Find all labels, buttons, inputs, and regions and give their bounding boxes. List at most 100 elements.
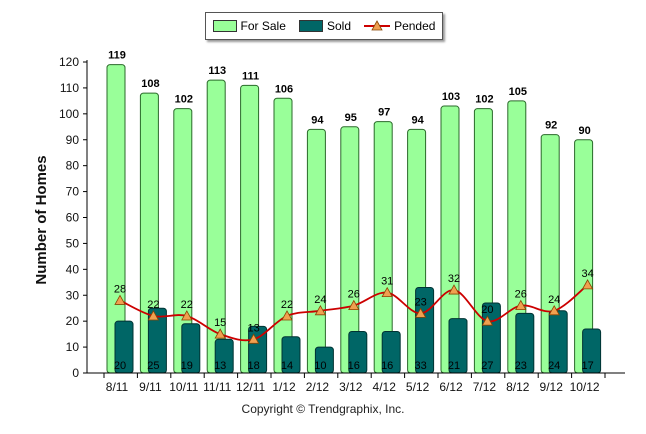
x-axis: 8/11 9/11 10/11 11/11 12/11 1/12 2/12 3/12 4/12 5… bbox=[103, 373, 606, 394]
sold-value-label: 20 bbox=[114, 360, 126, 372]
pended-series bbox=[114, 279, 594, 344]
pended-point bbox=[381, 286, 393, 298]
pended-value-label: 32 bbox=[448, 273, 460, 285]
for-sale-value-label: 102 bbox=[175, 94, 193, 106]
y-tick-label: 90 bbox=[66, 133, 80, 147]
sold-value-label: 18 bbox=[247, 360, 259, 372]
sold-value-label: 10 bbox=[314, 360, 326, 372]
sold-value-label: 33 bbox=[414, 360, 426, 372]
for-sale-bar bbox=[306, 128, 326, 374]
sold-value-label: 24 bbox=[548, 360, 560, 372]
x-tick-label: 1/12 bbox=[272, 380, 296, 394]
sold-value-label: 16 bbox=[381, 360, 393, 372]
pended-point bbox=[515, 299, 527, 311]
data-labels: 119 108 10 21 13 111 106 94 95 97 94 103 102 105 92 90 2… bbox=[108, 50, 594, 372]
y-tick-label: 120 bbox=[59, 55, 79, 69]
legend-label-for-sale: For Sale bbox=[240, 19, 286, 33]
x-tick-label: 11/11 bbox=[203, 380, 232, 394]
sold-value-label: 25 bbox=[147, 360, 159, 372]
pended-point bbox=[147, 310, 160, 321]
sold-value-label: 17 bbox=[581, 360, 593, 372]
y-axis: 0 10 20 30 40 50 60 70 80 90 100 110 120 bbox=[59, 55, 87, 380]
pended-value-label: 15 bbox=[214, 317, 226, 329]
sold-value-label: 13 bbox=[214, 360, 226, 372]
sold-value-label: 27 bbox=[481, 360, 493, 372]
x-tick-label: 8/11 bbox=[106, 380, 129, 394]
pended-point bbox=[448, 284, 460, 295]
pended-value-label: 28 bbox=[114, 283, 126, 295]
pended-point bbox=[548, 304, 560, 316]
pended-point bbox=[281, 310, 293, 321]
legend-label-sold: Sold bbox=[326, 19, 351, 33]
y-tick-label: 80 bbox=[66, 159, 80, 173]
for-sale-value-label: 92 bbox=[545, 120, 557, 132]
y-tick-label: 50 bbox=[66, 236, 80, 250]
x-tick-label: 10/11 bbox=[169, 380, 198, 394]
y-tick-label: 10 bbox=[66, 340, 80, 354]
for-sale-value-label: 103 bbox=[442, 91, 460, 103]
for-sale-value-label: 108 bbox=[141, 78, 159, 90]
for-sale-value-label: 90 bbox=[578, 125, 590, 137]
pended-value-label: 31 bbox=[381, 276, 393, 288]
x-tick-label: 9/12 bbox=[540, 380, 564, 394]
legend-item-sold: Sold bbox=[298, 19, 351, 33]
pended-value-label: 34 bbox=[581, 268, 593, 280]
legend-swatch-pended bbox=[364, 20, 391, 31]
pended-point bbox=[314, 304, 327, 316]
y-tick-label: 100 bbox=[59, 107, 79, 121]
pended-point bbox=[581, 279, 594, 290]
x-tick-label: 3/12 bbox=[339, 380, 363, 394]
copyright-text: Copyright © Trendgraphix, Inc. bbox=[241, 402, 405, 416]
pended-point bbox=[114, 294, 126, 305]
pended-point bbox=[247, 333, 260, 344]
legend-swatch-sold bbox=[298, 20, 323, 32]
pended-value-label: 13 bbox=[247, 322, 259, 334]
x-tick-label: 9/11 bbox=[139, 380, 162, 394]
y-tick-label: 30 bbox=[66, 288, 80, 302]
pended-point bbox=[414, 307, 427, 318]
pended-value-label: 23 bbox=[414, 296, 426, 308]
sold-value-label: 23 bbox=[515, 360, 527, 372]
pended-value-label: 22 bbox=[281, 299, 293, 311]
legend: For Sale Sold Pended bbox=[205, 12, 443, 40]
pended-value-label: 22 bbox=[181, 299, 193, 311]
x-tick-label: 10/12 bbox=[570, 380, 600, 394]
x-tick-label: 2/12 bbox=[306, 380, 330, 394]
sold-value-label: 21 bbox=[448, 360, 460, 372]
for-sale-value-label: 111 bbox=[242, 70, 259, 82]
x-tick-label: 4/12 bbox=[373, 380, 397, 394]
pended-point bbox=[214, 328, 226, 339]
pended-value-label: 26 bbox=[515, 289, 527, 301]
pended-value-label: 20 bbox=[481, 304, 493, 316]
for-sale-value-label: 106 bbox=[275, 83, 293, 95]
pended-value-label: 22 bbox=[147, 299, 159, 311]
pended-value-label: 26 bbox=[348, 289, 360, 301]
legend-item-pended: Pended bbox=[364, 19, 435, 33]
sold-value-label: 14 bbox=[281, 360, 293, 372]
legend-swatch-for-sale bbox=[212, 20, 237, 32]
pended-value-label: 24 bbox=[548, 294, 560, 306]
legend-label-pended: Pended bbox=[394, 19, 436, 33]
y-axis-label: Number of Homes bbox=[33, 155, 50, 284]
y-tick-label: 110 bbox=[60, 81, 79, 95]
for-sale-value-label: 95 bbox=[345, 112, 357, 124]
for-sale-value-label: 97 bbox=[378, 107, 390, 119]
for-sale-value-label: 94 bbox=[411, 114, 424, 126]
x-tick-label: 8/12 bbox=[506, 380, 530, 394]
for-sale-value-label: 105 bbox=[509, 86, 527, 98]
for-sale-bar bbox=[273, 97, 293, 374]
y-tick-label: 20 bbox=[66, 314, 80, 328]
x-tick-label: 12/11 bbox=[236, 380, 265, 394]
for-sale-value-label: 94 bbox=[311, 114, 324, 126]
pended-value-label: 24 bbox=[314, 294, 326, 306]
pended-point bbox=[481, 315, 494, 326]
pended-point bbox=[348, 299, 360, 311]
y-tick-label: 0 bbox=[72, 366, 79, 380]
pended-point bbox=[181, 310, 193, 321]
y-tick-label: 60 bbox=[66, 211, 80, 225]
for-sale-value-label: 102 bbox=[475, 94, 493, 106]
x-tick-label: 6/12 bbox=[439, 380, 463, 394]
legend-item-for-sale: For Sale bbox=[212, 19, 286, 33]
for-sale-value-label: 119 bbox=[108, 50, 126, 62]
